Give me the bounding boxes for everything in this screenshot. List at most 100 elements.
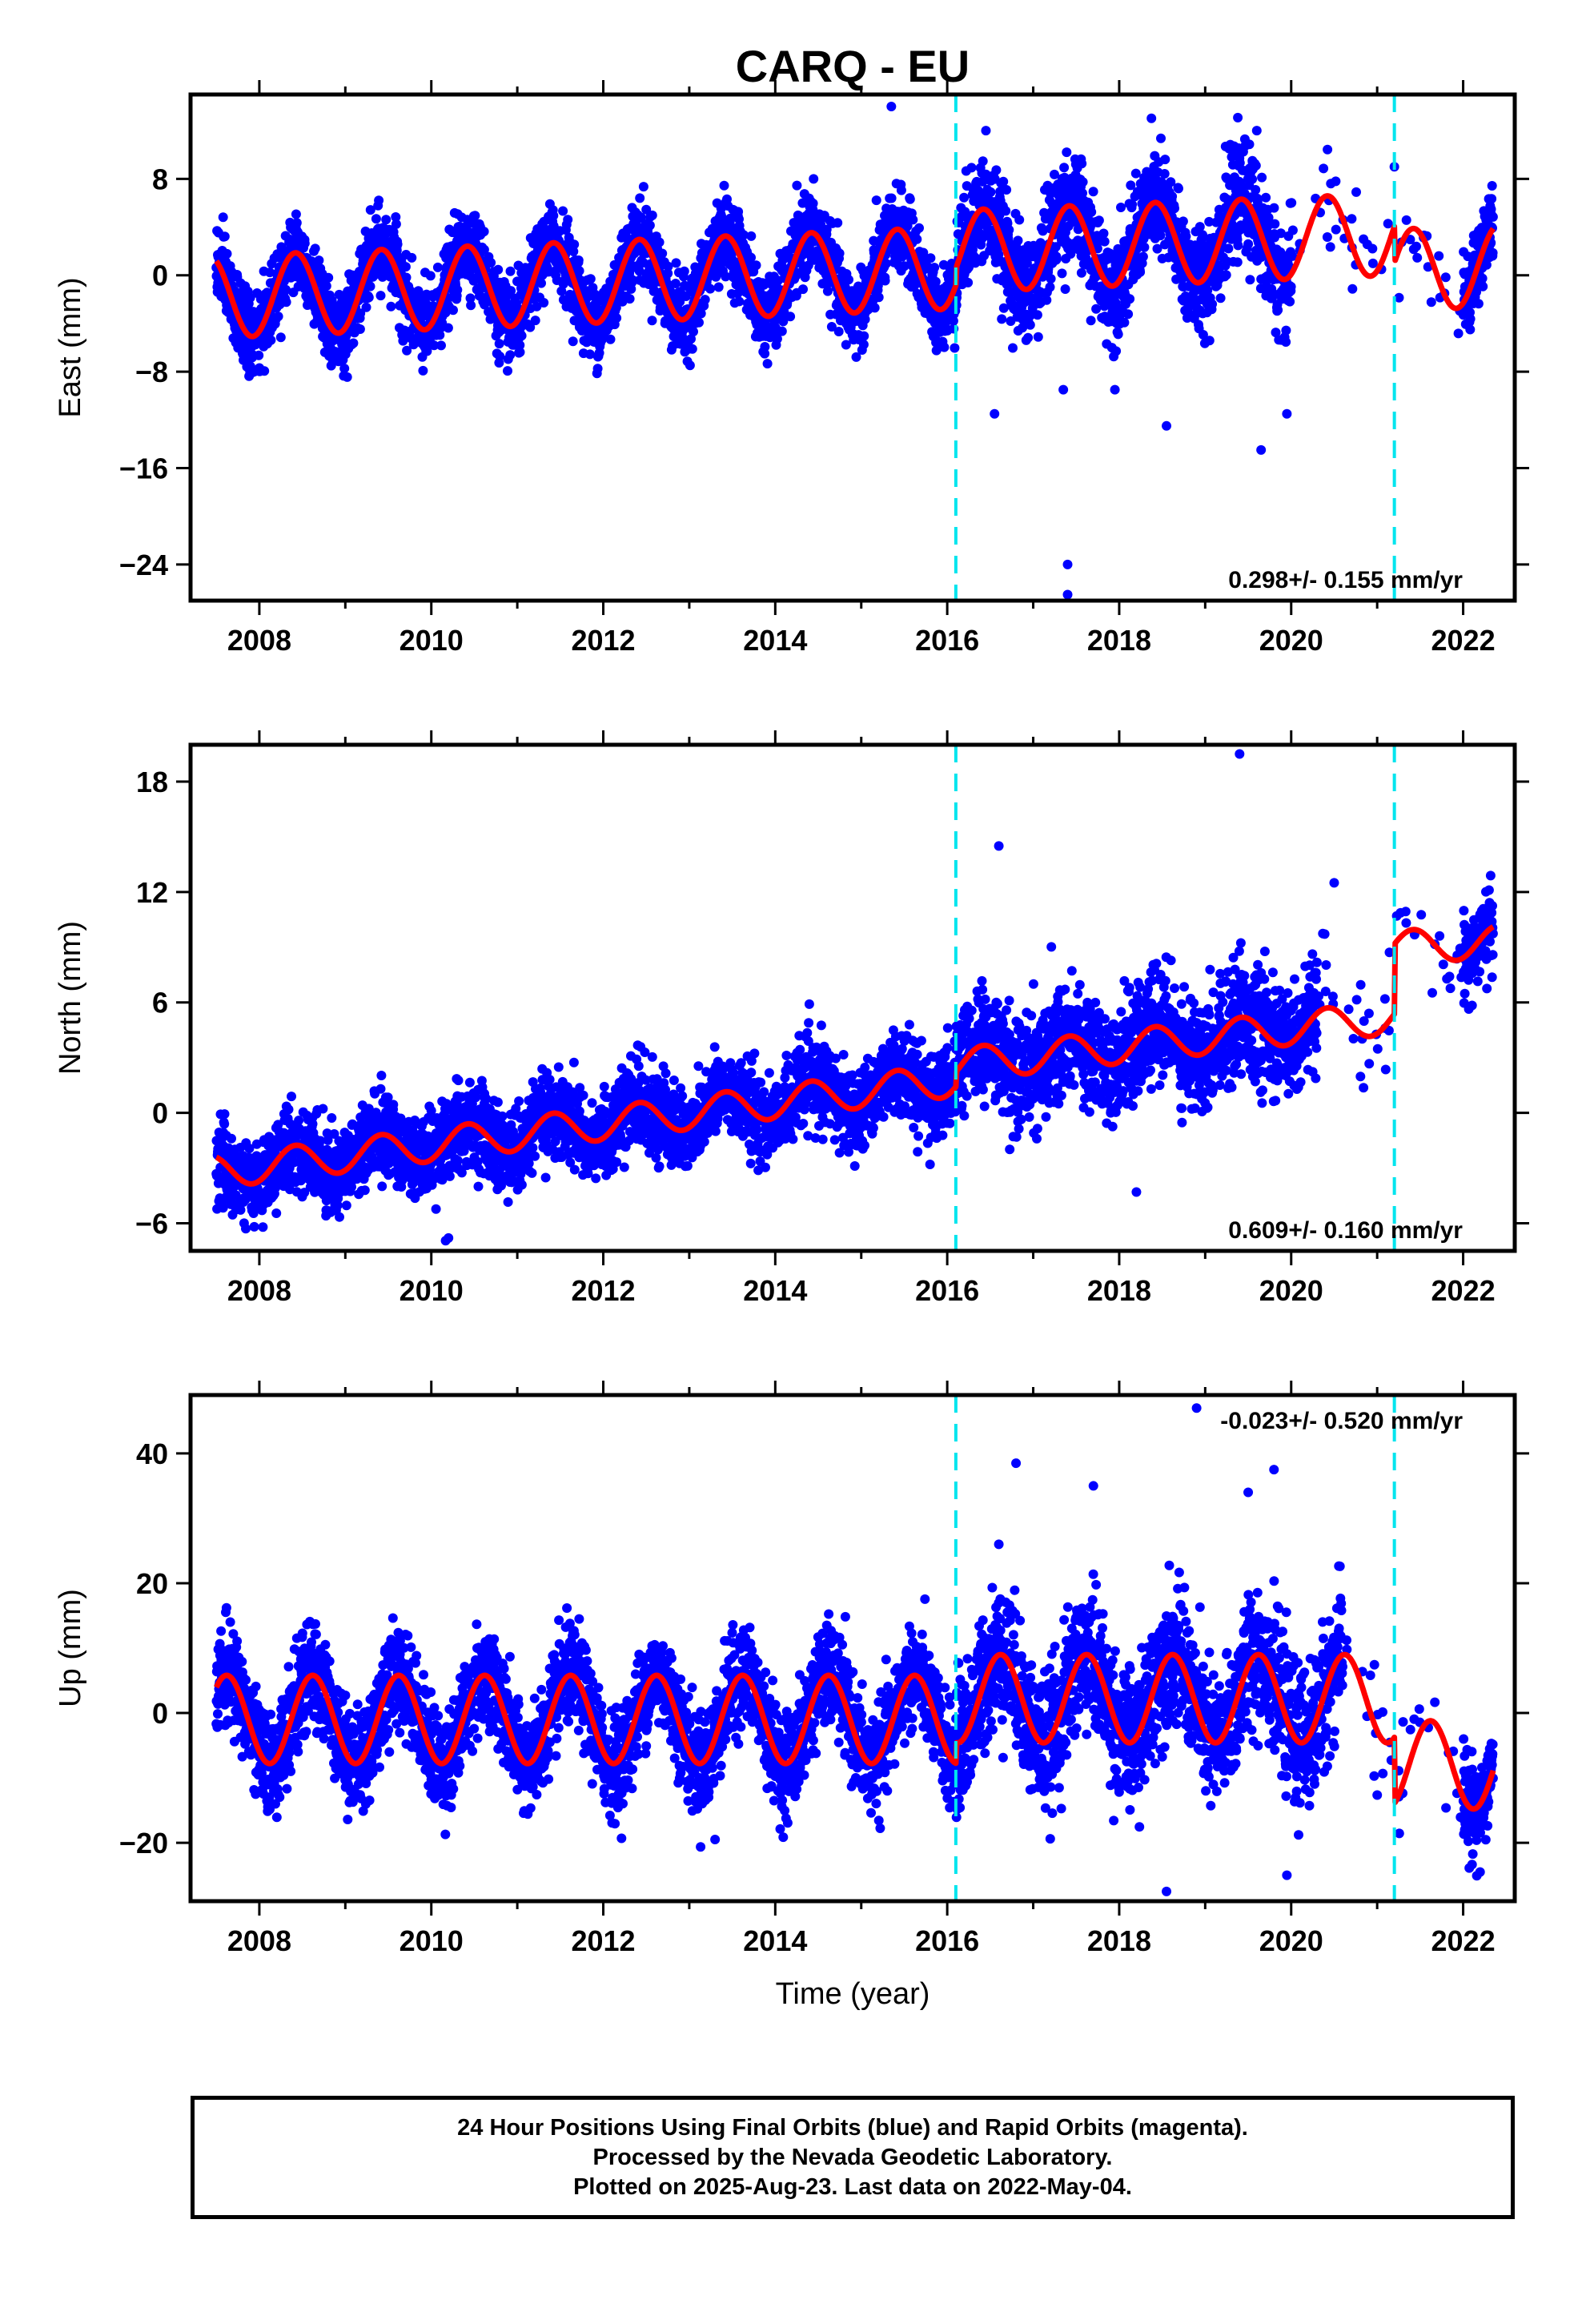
data-point bbox=[429, 340, 440, 351]
data-point bbox=[611, 303, 621, 313]
data-point bbox=[1046, 274, 1056, 284]
data-point bbox=[1033, 332, 1043, 342]
data-point bbox=[844, 275, 853, 285]
data-point bbox=[516, 331, 527, 341]
data-point bbox=[1347, 283, 1358, 294]
data-point bbox=[986, 187, 996, 197]
data-point bbox=[1111, 346, 1122, 356]
data-point bbox=[746, 231, 757, 241]
data-point bbox=[760, 348, 770, 359]
data-point bbox=[1045, 282, 1055, 292]
data-point bbox=[1004, 225, 1014, 235]
data-point bbox=[1215, 293, 1226, 304]
data-point bbox=[1032, 310, 1042, 320]
data-point bbox=[1113, 329, 1123, 340]
data-point bbox=[930, 263, 940, 273]
data-point bbox=[381, 215, 391, 225]
data-point bbox=[365, 205, 375, 215]
data-point bbox=[374, 195, 384, 206]
data-point bbox=[719, 180, 729, 191]
data-point bbox=[1088, 187, 1098, 197]
data-point bbox=[348, 338, 359, 348]
data-point bbox=[1269, 203, 1279, 213]
data-point bbox=[1453, 328, 1464, 339]
data-point bbox=[751, 260, 761, 271]
data-point bbox=[1232, 257, 1243, 267]
data-point bbox=[797, 198, 808, 208]
east-panel: 2008 2010 2012 2014 2016 2018 2020 202280−8−16−… bbox=[54, 80, 1529, 657]
data-point bbox=[254, 350, 264, 360]
data-point bbox=[798, 284, 808, 295]
data-point bbox=[1059, 163, 1070, 173]
data-point bbox=[503, 366, 512, 376]
y-tick-label: −16 bbox=[119, 452, 168, 485]
data-point bbox=[563, 215, 573, 225]
data-point bbox=[1022, 258, 1032, 268]
rate-label: 0.298+/- 0.155 mm/yr bbox=[1228, 567, 1463, 593]
data-point bbox=[1023, 332, 1034, 343]
data-point bbox=[371, 214, 381, 224]
data-point bbox=[1086, 316, 1096, 326]
data-point bbox=[778, 316, 789, 327]
data-point bbox=[281, 297, 291, 308]
data-point bbox=[273, 312, 283, 322]
x-tick-label: 2016 bbox=[915, 624, 979, 657]
data-point bbox=[1285, 296, 1295, 307]
data-point bbox=[978, 156, 988, 167]
data-point bbox=[1465, 324, 1476, 335]
data-point bbox=[574, 266, 584, 276]
data-point bbox=[1156, 133, 1166, 143]
data-point bbox=[1331, 224, 1341, 235]
data-point bbox=[391, 219, 401, 229]
data-point bbox=[1146, 113, 1157, 123]
data-point bbox=[1245, 275, 1255, 285]
data-point bbox=[1042, 295, 1052, 305]
data-point bbox=[746, 252, 756, 263]
data-point bbox=[738, 230, 749, 240]
data-point bbox=[873, 292, 884, 303]
data-point bbox=[391, 212, 401, 222]
y-tick-label: 8 bbox=[152, 163, 168, 195]
data-point bbox=[899, 261, 909, 271]
data-point bbox=[792, 180, 802, 191]
y-tick-label: −24 bbox=[119, 549, 168, 581]
data-point bbox=[833, 218, 843, 228]
outlier-point bbox=[886, 102, 897, 112]
outlier-point bbox=[1058, 384, 1069, 395]
data-point bbox=[466, 300, 476, 311]
data-point bbox=[760, 342, 770, 352]
data-point bbox=[569, 239, 580, 250]
data-point bbox=[375, 291, 386, 301]
data-point bbox=[721, 271, 731, 282]
outlier-point bbox=[1251, 126, 1262, 136]
data-point bbox=[530, 316, 540, 326]
final-orbit-points bbox=[211, 749, 1498, 1246]
data-point bbox=[443, 323, 453, 333]
data-point bbox=[585, 274, 596, 284]
data-point bbox=[821, 224, 832, 235]
data-point bbox=[647, 316, 657, 326]
data-point bbox=[1057, 268, 1067, 279]
data-point bbox=[793, 211, 804, 221]
data-point bbox=[998, 176, 1009, 187]
data-point bbox=[435, 330, 445, 340]
data-point bbox=[1139, 242, 1150, 252]
data-point bbox=[1066, 249, 1076, 259]
data-point bbox=[1247, 174, 1258, 184]
data-point bbox=[465, 293, 476, 304]
data-point bbox=[219, 231, 230, 242]
data-point bbox=[291, 218, 302, 228]
data-point bbox=[227, 1133, 236, 1144]
data-point bbox=[1478, 281, 1488, 292]
data-point bbox=[355, 324, 365, 334]
data-point bbox=[1323, 144, 1333, 155]
data-point bbox=[310, 243, 320, 254]
data-point bbox=[1223, 243, 1234, 254]
data-point bbox=[1221, 270, 1231, 280]
data-point bbox=[1018, 323, 1028, 333]
x-tick-label: 2012 bbox=[571, 624, 635, 657]
data-point bbox=[657, 248, 668, 259]
data-point bbox=[1325, 242, 1335, 252]
data-point bbox=[1401, 215, 1411, 225]
